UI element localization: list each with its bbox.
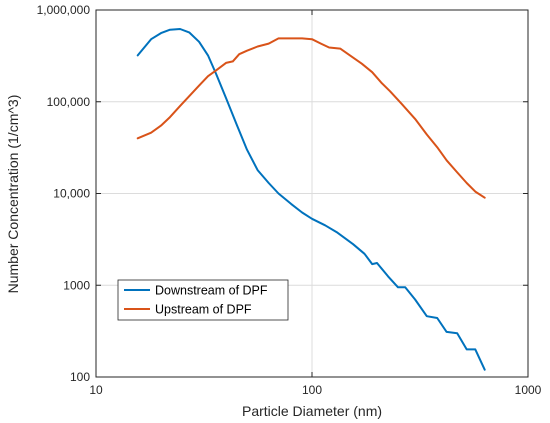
y-tick-label: 100 — [70, 370, 90, 384]
axis-ticks — [95, 9, 529, 378]
legend-label-downstream: Downstream of DPF — [155, 284, 268, 298]
legend-box — [117, 279, 289, 321]
legend: Downstream of DPF Upstream of DPF — [117, 279, 289, 321]
x-tick-label: 10 — [89, 383, 103, 397]
x-axis-title: Particle Diameter (nm) — [242, 403, 382, 419]
x-tick-label: 100 — [302, 383, 322, 397]
y-tick-label: 10,000 — [53, 187, 90, 201]
x-axis-tick-labels: 10 100 1000 — [89, 383, 541, 397]
y-axis-tick-labels: 100 1000 10,000 100,000 1,000,000 — [37, 3, 91, 384]
x-tick-label: 1000 — [515, 383, 542, 397]
y-tick-label: 1000 — [63, 278, 90, 292]
series-lines — [136, 28, 486, 371]
series-line-downstream-of-dpf — [136, 28, 486, 371]
grid-lines — [95, 9, 529, 378]
y-tick-label: 100,000 — [47, 95, 91, 109]
legend-label-upstream: Upstream of DPF — [155, 303, 252, 317]
y-axis-title: Number Concentration (1/cm^3) — [5, 95, 21, 294]
series-line-upstream-of-dpf — [136, 37, 486, 199]
y-tick-label: 1,000,000 — [37, 3, 91, 17]
